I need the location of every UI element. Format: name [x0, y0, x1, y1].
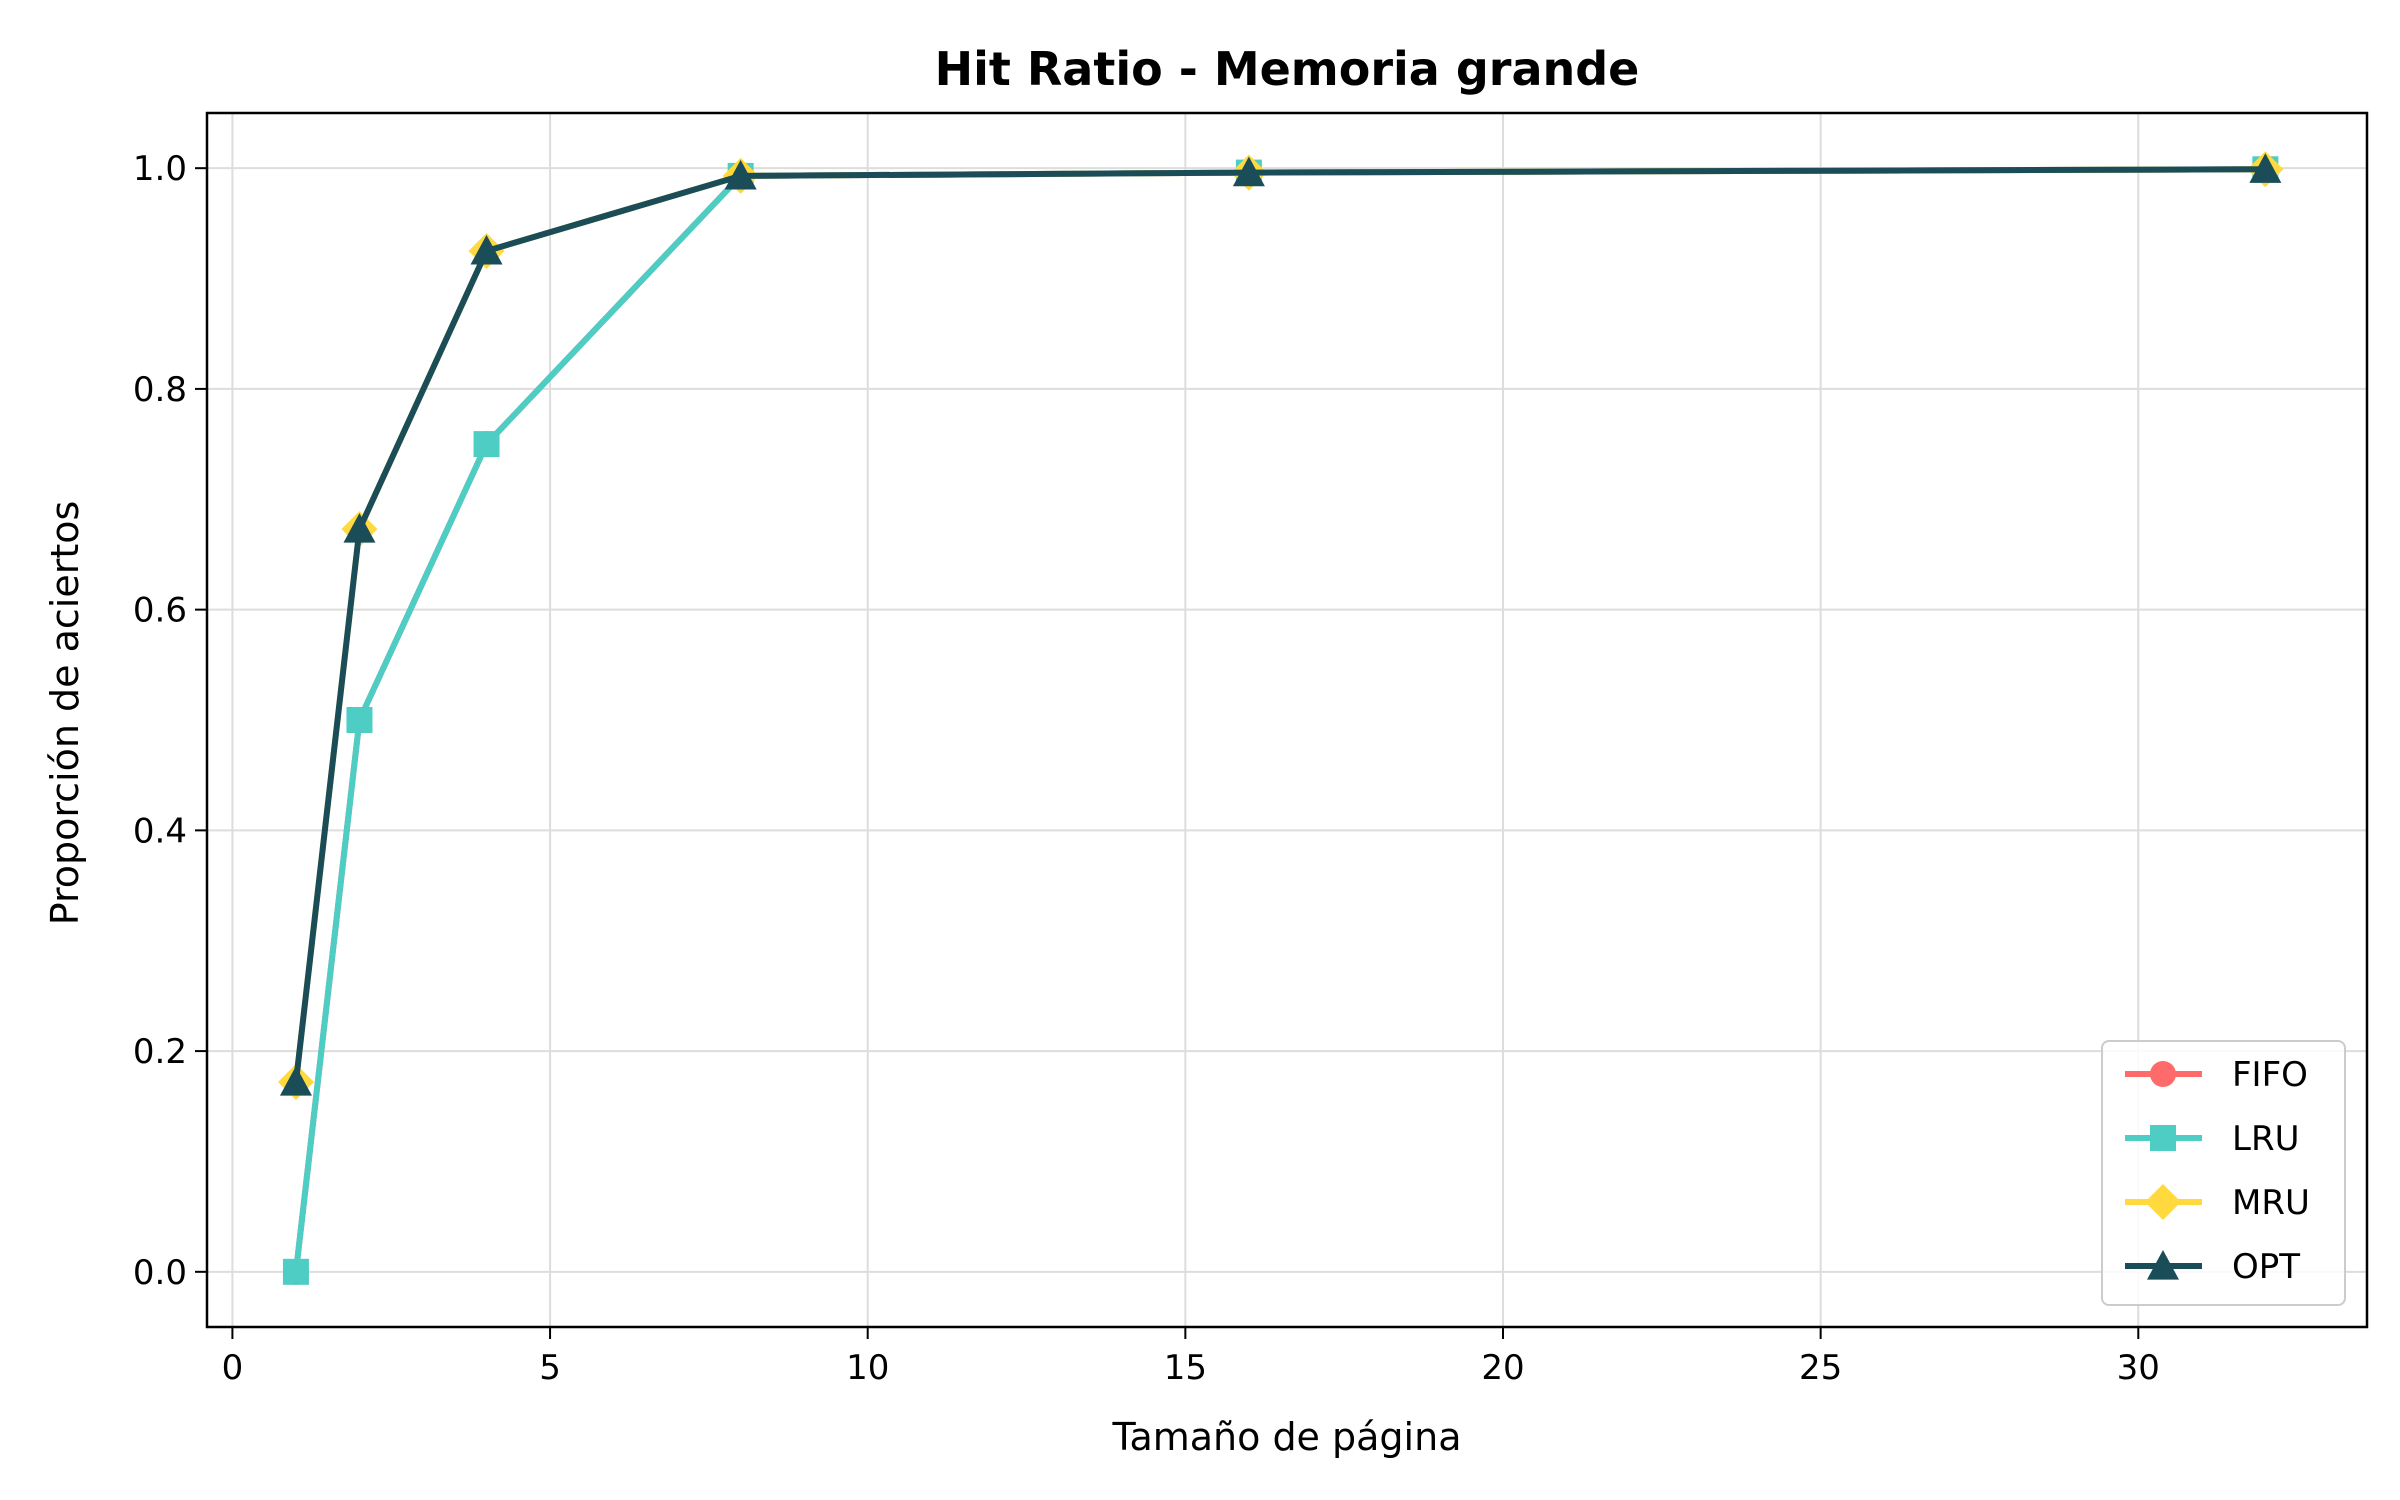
y-tick-label: 0.8	[133, 370, 187, 410]
y-tick-label: 0.0	[133, 1253, 187, 1293]
legend-label-opt: OPT	[2232, 1247, 2300, 1287]
data-point-opt	[470, 234, 503, 265]
data-point-opt	[279, 1065, 312, 1096]
legend: FIFO LRU MRU OPT	[2101, 1040, 2346, 1306]
legend-item-lru: LRU	[2125, 1119, 2299, 1159]
x-tick-label: 5	[539, 1348, 561, 1388]
legend-label-fifo: FIFO	[2232, 1055, 2308, 1095]
legend-marker-mru	[2145, 1184, 2181, 1220]
chart-title: Hit Ratio - Memoria grande	[935, 42, 1640, 96]
y-axis: 0.0 0.2 0.4 0.6 0.8 1.0	[133, 149, 207, 1293]
x-tick-label: 0	[222, 1348, 244, 1388]
x-axis: 0 5 10 15 20 25 30	[222, 1327, 2160, 1388]
data-point-lru	[346, 707, 373, 733]
x-tick-label: 30	[2117, 1348, 2160, 1388]
series-line-mru	[292, 166, 2266, 1083]
series-fifo	[282, 156, 2279, 1285]
y-tick-label: 0.4	[133, 811, 187, 851]
data-point-lru	[473, 431, 500, 458]
series-opt	[279, 153, 2282, 1096]
data-point-opt	[343, 513, 376, 543]
y-tick-label: 0.2	[133, 1032, 187, 1072]
plot-frame	[205, 111, 2369, 1329]
legend-marker-lru	[2150, 1125, 2176, 1151]
series-mru	[277, 151, 2284, 1100]
legend-marker-opt	[2147, 1250, 2179, 1280]
x-tick-label: 10	[846, 1348, 889, 1388]
data-point-opt	[2249, 153, 2282, 183]
series-layer	[277, 151, 2284, 1285]
series-lru	[282, 156, 2279, 1285]
series-line-opt	[292, 166, 2266, 1083]
x-tick-label: 25	[1799, 1348, 1842, 1388]
grid-lines	[207, 113, 2367, 1327]
data-point-lru	[282, 1258, 309, 1285]
y-axis-label: Proporción de aciertos	[43, 501, 87, 926]
legend-box	[2101, 1040, 2346, 1306]
series-line-lru	[292, 166, 2266, 1273]
data-point-opt	[724, 159, 757, 190]
x-tick-label: 15	[1164, 1348, 1207, 1388]
legend-item-fifo: FIFO	[2125, 1055, 2308, 1095]
legend-label-lru: LRU	[2232, 1119, 2299, 1159]
legend-label-mru: MRU	[2232, 1183, 2310, 1223]
y-tick-label: 1.0	[133, 149, 187, 189]
y-tick-label: 0.6	[133, 591, 187, 631]
x-axis-label: Tamaño de página	[1112, 1415, 1462, 1459]
legend-item-opt: OPT	[2125, 1247, 2300, 1287]
x-tick-label: 20	[1481, 1348, 1524, 1388]
data-point-opt	[1232, 156, 1265, 187]
legend-item-mru: MRU	[2125, 1183, 2310, 1223]
legend-marker-fifo	[2150, 1061, 2176, 1087]
